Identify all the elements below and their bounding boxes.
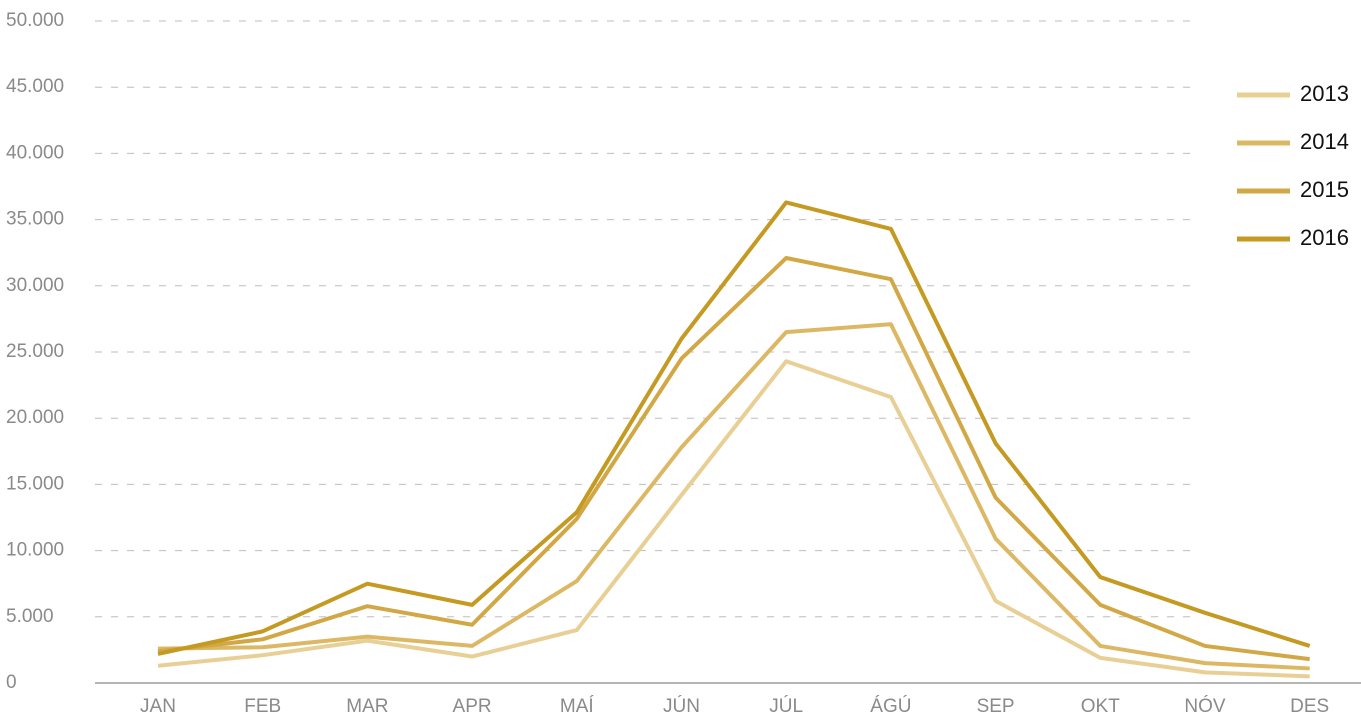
y-tick-label: 10.000 xyxy=(6,540,64,561)
x-tick-label: JAN xyxy=(140,696,176,717)
y-tick-label: 30.000 xyxy=(6,275,64,296)
y-tick-label: 20.000 xyxy=(6,407,64,428)
y-tick-label: 5.000 xyxy=(6,606,54,627)
y-tick-label: 25.000 xyxy=(6,341,64,362)
series-line xyxy=(157,255,1310,662)
legend-label: 2013 xyxy=(1300,81,1349,106)
legend-label: 2016 xyxy=(1300,225,1349,250)
x-tick-label: FEB xyxy=(244,696,281,717)
x-tick-label: NÓV xyxy=(1184,695,1226,717)
series-line xyxy=(157,359,1310,679)
x-tick-label: ÁGÚ xyxy=(870,695,911,717)
series-line xyxy=(157,322,1310,671)
y-tick-label: 50.000 xyxy=(6,10,64,31)
series-line xyxy=(157,200,1311,656)
legend-label: 2015 xyxy=(1300,177,1349,202)
x-tick-label: JÚN xyxy=(663,695,700,717)
y-tick-label: 35.000 xyxy=(6,209,64,230)
x-tick-label: DES xyxy=(1290,696,1329,717)
x-tick-label: OKT xyxy=(1081,696,1120,717)
x-tick-label: JÚL xyxy=(769,695,803,717)
x-tick-label: MAR xyxy=(346,696,388,717)
x-tick-label: MAÍ xyxy=(560,696,595,717)
x-tick-label: APR xyxy=(453,696,492,717)
y-tick-label: 45.000 xyxy=(6,76,64,97)
y-tick-label: 15.000 xyxy=(6,473,64,494)
legend-label: 2014 xyxy=(1300,129,1349,154)
x-tick-label: SEP xyxy=(977,696,1015,717)
y-tick-label: 0 xyxy=(6,672,17,693)
y-tick-label: 40.000 xyxy=(6,142,64,163)
